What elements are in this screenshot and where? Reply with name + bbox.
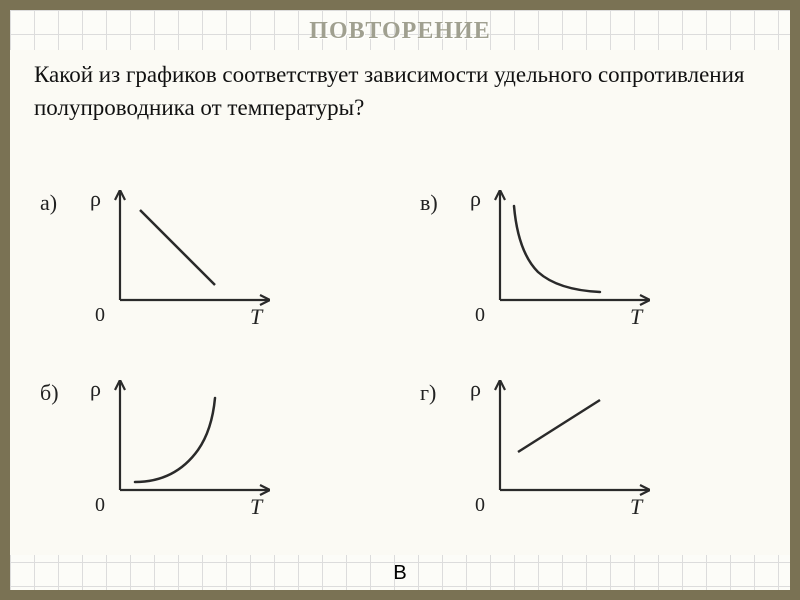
option-g: г) ρ 0 T xyxy=(420,370,780,550)
x-axis-label: T xyxy=(250,304,262,330)
origin-label: 0 xyxy=(95,494,105,517)
question-text: Какой из графиков соответствует зависимо… xyxy=(34,58,774,125)
slide-title: ПОВТОРЕНИЕ xyxy=(10,18,790,45)
option-b: б) ρ 0 T xyxy=(40,370,400,550)
y-axis-label: ρ xyxy=(470,376,481,402)
answer-text: В xyxy=(10,562,790,585)
y-axis-label: ρ xyxy=(90,186,101,212)
mini-chart xyxy=(110,190,270,310)
y-axis-label: ρ xyxy=(90,376,101,402)
origin-label: 0 xyxy=(475,494,485,517)
option-label: б) xyxy=(40,380,59,406)
mini-chart xyxy=(490,190,650,310)
option-label: в) xyxy=(420,190,438,216)
origin-label: 0 xyxy=(475,304,485,327)
origin-label: 0 xyxy=(95,304,105,327)
x-axis-label: T xyxy=(250,494,262,520)
x-axis-label: T xyxy=(630,494,642,520)
option-label: г) xyxy=(420,380,436,406)
page: ПОВТОРЕНИЕ Какой из графиков соответству… xyxy=(10,10,790,590)
option-v: в) ρ 0 T xyxy=(420,180,780,360)
option-label: а) xyxy=(40,190,57,216)
x-axis-label: T xyxy=(630,304,642,330)
option-a: а) ρ 0 T xyxy=(40,180,400,360)
y-axis-label: ρ xyxy=(470,186,481,212)
mini-chart xyxy=(110,380,270,500)
mini-chart xyxy=(490,380,650,500)
graphs-grid: а) ρ 0 Tв) ρ 0 Tб) ρ 0 Tг) xyxy=(30,180,770,550)
